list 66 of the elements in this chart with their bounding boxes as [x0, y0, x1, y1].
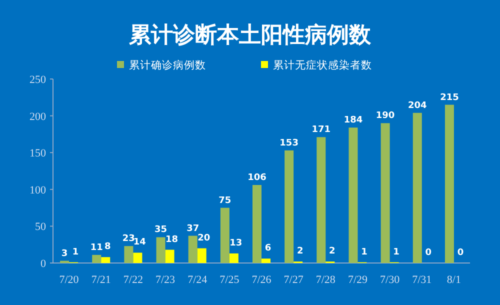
- data-label: 14: [133, 238, 146, 248]
- bar: [124, 246, 134, 263]
- x-tick-label: 8/1: [446, 274, 461, 286]
- data-label: 23: [122, 234, 135, 244]
- y-tick-label: 100: [30, 184, 46, 196]
- data-label: 18: [166, 234, 178, 245]
- bar: [284, 150, 294, 263]
- data-label: 1: [393, 247, 400, 258]
- bar: [101, 257, 110, 263]
- bar: [444, 104, 454, 263]
- chart-title: 累计诊断本土阳性病例数: [128, 23, 372, 48]
- legend-label: 累计确诊病例数: [129, 58, 206, 72]
- data-label: 1: [361, 247, 368, 258]
- y-tick-label: 200: [30, 110, 46, 123]
- data-label: 3: [61, 248, 68, 259]
- x-tick-label: 7/22: [123, 274, 143, 286]
- bar: [380, 123, 390, 263]
- data-label: 35: [154, 225, 168, 236]
- legend-label: 累计无症状感染者数: [273, 58, 372, 72]
- x-tick-label: 7/26: [252, 274, 272, 286]
- data-label: 106: [248, 172, 266, 183]
- data-label: 37: [186, 224, 200, 234]
- x-tick-label: 7/21: [91, 274, 111, 286]
- bar: [412, 112, 422, 263]
- bar: [220, 208, 230, 263]
- data-label: 6: [264, 244, 272, 254]
- x-tick-label: 7/29: [348, 274, 368, 286]
- data-label: 75: [218, 196, 232, 206]
- data-label: 0: [457, 248, 464, 258]
- bar: [197, 248, 206, 263]
- x-tick-label: 7/30: [380, 274, 400, 286]
- x-tick-label: 7/23: [155, 274, 176, 286]
- y-tick-label: 150: [30, 148, 46, 160]
- y-tick-label: 250: [30, 74, 46, 86]
- data-label: 1: [72, 247, 79, 258]
- data-label: 0: [425, 248, 432, 258]
- data-label: 13: [230, 238, 242, 248]
- bar: [92, 254, 102, 263]
- y-tick-label: 0: [40, 258, 46, 270]
- bar: [262, 258, 270, 263]
- bar: [133, 252, 142, 263]
- y-tick-label: 50: [35, 221, 46, 234]
- bar: [348, 128, 358, 263]
- data-label: 8: [104, 242, 111, 252]
- data-label: 184: [344, 116, 363, 126]
- x-tick-label: 7/20: [59, 274, 80, 286]
- x-tick-label: 7/28: [316, 274, 336, 286]
- data-label: 2: [296, 246, 304, 257]
- bar: [156, 237, 166, 263]
- data-label: 204: [408, 100, 427, 111]
- data-label: 171: [312, 125, 331, 136]
- x-tick-label: 7/31: [412, 274, 432, 286]
- data-label: 190: [376, 111, 395, 122]
- data-label: 20: [198, 233, 210, 244]
- bar: [316, 137, 326, 263]
- bar: [252, 184, 262, 263]
- data-label: 215: [440, 92, 459, 103]
- bar: [165, 250, 174, 263]
- x-tick-label: 7/27: [284, 274, 304, 286]
- data-label: 2: [329, 246, 336, 257]
- bar: [229, 253, 238, 263]
- x-tick-label: 7/25: [220, 274, 240, 286]
- x-tick-label: 7/24: [188, 274, 208, 286]
- bar: [188, 236, 198, 263]
- data-label: 11: [90, 242, 103, 253]
- data-label: 153: [280, 138, 298, 148]
